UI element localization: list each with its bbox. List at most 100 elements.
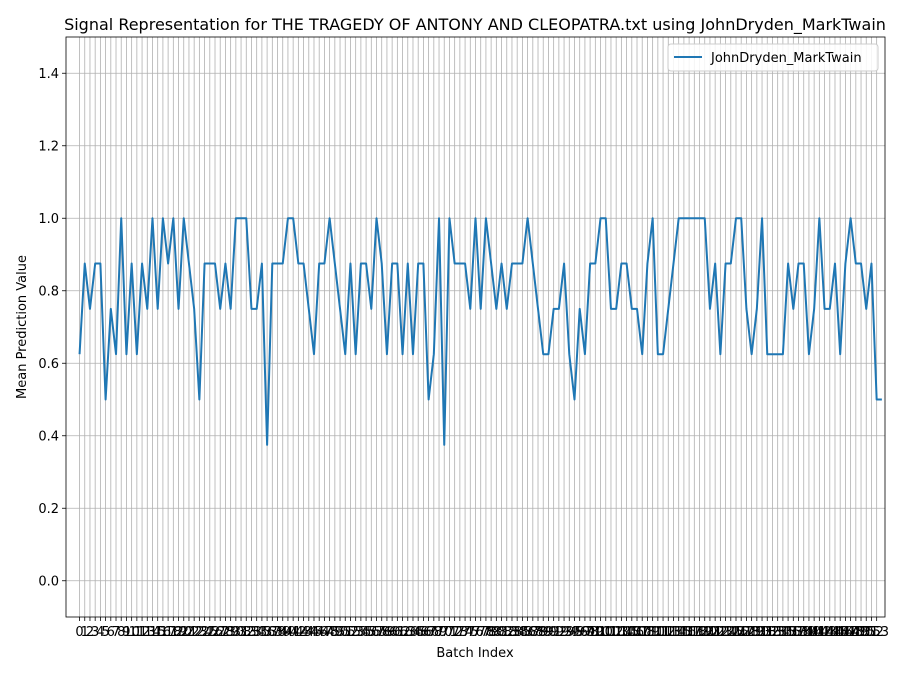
y-tick-label: 0.4	[38, 429, 59, 444]
x-tick-label: 28	[217, 625, 234, 640]
x-tick-label: 78	[478, 625, 495, 640]
x-tick-label: 74	[457, 625, 474, 640]
legend-box	[667, 43, 879, 72]
x-tick-label: 63	[399, 625, 416, 640]
x-tick-label: 123	[708, 625, 733, 640]
x-tick-label: 97	[577, 625, 594, 640]
x-tick-label: 128	[734, 625, 759, 640]
y-axis-label: Mean Prediction Value	[15, 255, 30, 399]
x-tick-label: 137	[781, 625, 806, 640]
x-tick-label: 79	[483, 625, 500, 640]
x-tick-label: 38	[269, 625, 286, 640]
x-tick-label: 49	[327, 625, 344, 640]
x-tick-label: 35	[254, 625, 271, 640]
x-tick-label: 92	[551, 625, 568, 640]
x-tick-label: 140	[797, 625, 822, 640]
x-tick-label: 85	[514, 625, 531, 640]
x-tick-label: 119	[687, 625, 712, 640]
y-tick-label: 1.0	[38, 212, 59, 227]
x-tick-label: 25	[202, 625, 219, 640]
x-tick-label: 94	[561, 625, 578, 640]
x-tick-label: 19	[170, 625, 187, 640]
x-tick-label: 82	[498, 625, 515, 640]
x-tick-label: 6	[107, 625, 115, 640]
x-tick-label: 41	[285, 625, 302, 640]
x-tick-label: 114	[661, 625, 686, 640]
x-tick-label: 125	[718, 625, 743, 640]
x-tick-label: 37	[264, 625, 281, 640]
x-tick-label: 65	[410, 625, 427, 640]
y-tick-label: 0.8	[38, 284, 59, 299]
x-tick-label: 89	[535, 625, 552, 640]
x-tick-label: 33	[243, 625, 260, 640]
x-tick-label: 148	[838, 625, 863, 640]
x-tick-label: 45	[306, 625, 323, 640]
x-tick-label: 106	[619, 625, 644, 640]
x-tick-label: 46	[311, 625, 328, 640]
y-tick-label: 1.2	[38, 139, 59, 154]
x-tick-label: 16	[155, 625, 172, 640]
x-tick-label: 36	[259, 625, 276, 640]
x-tick-label: 101	[593, 625, 618, 640]
x-tick-label: 12	[134, 625, 151, 640]
x-tick-label: 112	[651, 625, 676, 640]
x-tick-label: 88	[530, 625, 547, 640]
x-tick-label: 27	[212, 625, 229, 640]
series-layer	[78, 217, 882, 446]
x-axis-ticks: 0123456789101112131415161718192021222324…	[75, 617, 889, 640]
grid	[66, 37, 885, 617]
x-tick-label: 134	[765, 625, 790, 640]
x-tick-label: 10	[123, 625, 140, 640]
x-tick-label: 67	[420, 625, 437, 640]
x-tick-label: 118	[682, 625, 707, 640]
x-tick-label: 51	[337, 625, 354, 640]
x-tick-label: 7	[112, 625, 120, 640]
x-tick-label: 44	[301, 625, 318, 640]
x-tick-label: 113	[656, 625, 681, 640]
x-tick-label: 86	[519, 625, 536, 640]
x-tick-label: 151	[854, 625, 879, 640]
x-tick-label: 131	[750, 625, 775, 640]
x-tick-label: 122	[703, 625, 728, 640]
x-tick-label: 83	[504, 625, 521, 640]
x-tick-label: 62	[394, 625, 411, 640]
x-tick-label: 146	[828, 625, 853, 640]
x-tick-label: 73	[452, 625, 469, 640]
x-tick-label: 143	[812, 625, 837, 640]
x-tick-label: 54	[353, 625, 370, 640]
x-tick-label: 30	[228, 625, 245, 640]
x-tick-label: 116	[671, 625, 696, 640]
y-tick-label: 0.2	[38, 502, 59, 517]
x-tick-label: 130	[744, 625, 769, 640]
x-tick-label: 147	[833, 625, 858, 640]
x-tick-label: 138	[786, 625, 811, 640]
x-tick-label: 104	[609, 625, 634, 640]
x-tick-label: 56	[363, 625, 380, 640]
x-tick-label: 139	[791, 625, 816, 640]
x-tick-label: 132	[755, 625, 780, 640]
x-tick-label: 135	[770, 625, 795, 640]
x-tick-label: 31	[233, 625, 250, 640]
x-tick-label: 22	[186, 625, 203, 640]
x-tick-label: 107	[625, 625, 650, 640]
x-tick-label: 1	[81, 625, 89, 640]
y-tick-label: 0.6	[38, 357, 59, 372]
x-tick-label: 4	[96, 625, 104, 640]
x-tick-label: 5	[101, 625, 109, 640]
x-tick-label: 53	[347, 625, 364, 640]
x-tick-label: 77	[472, 625, 489, 640]
x-tick-label: 48	[321, 625, 338, 640]
x-tick-label: 80	[488, 625, 505, 640]
x-tick-label: 149	[843, 625, 868, 640]
x-tick-label: 145	[823, 625, 848, 640]
x-tick-label: 66	[415, 625, 432, 640]
x-tick-label: 120	[692, 625, 717, 640]
x-tick-label: 91	[545, 625, 562, 640]
x-tick-label: 14	[144, 625, 161, 640]
x-tick-label: 69	[431, 625, 448, 640]
x-tick-label: 110	[640, 625, 665, 640]
x-axis-label: Batch Index	[436, 646, 514, 661]
x-tick-label: 57	[368, 625, 385, 640]
x-tick-label: 108	[630, 625, 655, 640]
